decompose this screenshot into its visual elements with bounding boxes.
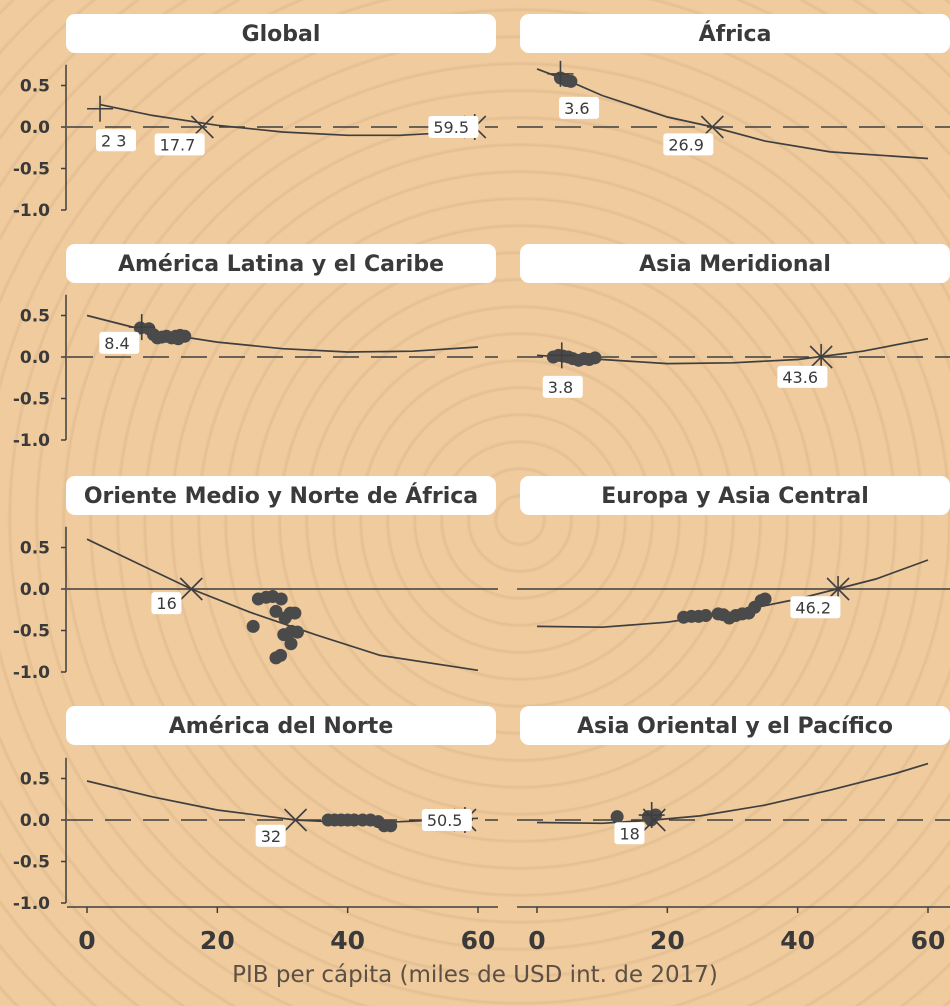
panel-title-strip — [520, 706, 950, 745]
panel-title-strip — [66, 244, 496, 283]
x-tick-label: 0 — [78, 926, 95, 955]
y-tick-label: -0.5 — [13, 390, 50, 410]
trend-curve — [86, 538, 479, 672]
panel-title: Global — [242, 22, 321, 47]
marker-label-box — [614, 822, 645, 845]
y-tick-label: -1.0 — [13, 894, 50, 914]
marker-label-box — [99, 331, 140, 354]
y-tick-label: -1.0 — [13, 663, 50, 683]
data-point — [290, 625, 304, 639]
x-tick-label: 60 — [911, 926, 946, 955]
marker-label-box — [542, 375, 583, 398]
marker-label-box — [96, 129, 137, 152]
panel-title-strip — [520, 244, 950, 283]
panel-title-strip — [66, 476, 496, 515]
y-tick-label: 0.5 — [20, 770, 50, 790]
panel-8: Asia Oriental y el Pacífico 18 0 20 40 60 — [517, 706, 950, 955]
y-tick-label: 0.0 — [20, 118, 50, 138]
marker-label: 8.4 — [104, 334, 129, 353]
panel-title: Asia Meridional — [639, 252, 831, 277]
data-point — [588, 351, 602, 365]
trend-curve — [86, 780, 479, 824]
x-tick-label: 40 — [330, 926, 365, 955]
x-tick-label: 0 — [528, 926, 545, 955]
marker-label-box — [790, 596, 841, 619]
x-axis-title: PIB per cápita (miles de USD int. de 201… — [232, 962, 718, 988]
y-tick-label: -0.5 — [13, 853, 50, 873]
marker-label: 26.9 — [668, 135, 704, 154]
y-tick-label: 0.0 — [20, 348, 50, 368]
marker-label: 59.5 — [433, 118, 469, 137]
marker-label: 46.2 — [795, 598, 831, 617]
panel-7: América del Norte 0.5 0.0 -0.5 -1.0 32 50.5 0 20… — [13, 706, 498, 955]
panel-5: Oriente Medio y Norte de África 0.5 0.0 -0.… — [13, 476, 498, 683]
data-point — [269, 651, 283, 665]
marker-label-box — [428, 116, 479, 138]
data-point — [384, 819, 398, 833]
marker-label: 17.7 — [160, 135, 196, 154]
panel-1: Global 0.5 0.0 -0.5 -1.0 2 3 17.7 59.5 — [13, 14, 498, 221]
x-tick-label: 20 — [200, 926, 235, 955]
panel-4: Asia Meridional 3.8 43.6 — [517, 244, 950, 398]
panel-title: América Latina y el Caribe — [118, 252, 444, 277]
panel-6: Europa y Asia Central 46.2 — [517, 476, 950, 629]
marker-label-box — [151, 592, 182, 615]
data-point — [274, 592, 288, 606]
x-tick-label: 40 — [780, 926, 815, 955]
x-marker-d2 — [283, 808, 308, 832]
marker-label-box — [421, 809, 472, 831]
trend-curve — [99, 103, 479, 137]
x-marker-d2 — [642, 808, 666, 832]
marker-label: 3.8 — [548, 378, 573, 397]
data-point — [758, 592, 772, 606]
data-point — [269, 604, 283, 618]
x-tick-label: 20 — [650, 926, 685, 955]
trend-curve — [536, 762, 929, 825]
data-point — [610, 810, 624, 824]
data-point — [699, 609, 713, 623]
marker-label: 50.5 — [427, 811, 463, 830]
marker-label-box — [663, 133, 714, 156]
y-tick-label: 0.5 — [20, 539, 50, 559]
y-tick-label: -1.0 — [13, 431, 50, 451]
marker-label: 3.6 — [564, 99, 589, 118]
panel-title-strip — [520, 14, 950, 53]
y-tick-label: -0.5 — [13, 622, 50, 642]
data-point — [288, 606, 302, 620]
y-tick-label: 0.0 — [20, 811, 50, 831]
y-tick-label: 0.5 — [20, 307, 50, 327]
panel-title-strip — [66, 14, 496, 53]
panel-title: África — [699, 21, 772, 47]
marker-label: 2 3 — [101, 131, 126, 150]
marker-label-box — [777, 365, 828, 388]
marker-label: 32 — [261, 827, 281, 846]
panel-title: Oriente Medio y Norte de África — [84, 483, 478, 509]
trend-curve — [536, 337, 929, 365]
marker-label: 16 — [156, 594, 176, 613]
star-marker-d2 — [809, 345, 833, 369]
panel-3: América Latina y el Caribe 0.5 0.0 -0.5 -1.0… — [13, 244, 498, 451]
y-tick-label: -1.0 — [13, 201, 50, 221]
marker-label: 18 — [619, 824, 639, 843]
data-point — [284, 637, 298, 651]
panel-title-strip — [66, 706, 496, 745]
panel-2: África 3.6 26.9 — [517, 14, 950, 160]
panel-title: América del Norte — [169, 714, 394, 739]
panel-title: Asia Oriental y el Pacífico — [577, 714, 893, 739]
data-point — [246, 619, 260, 633]
marker-label-box — [255, 824, 286, 847]
panel-title: Europa y Asia Central — [601, 484, 869, 509]
marker-label-box — [154, 133, 205, 156]
y-tick-label: 0.0 — [20, 580, 50, 600]
data-point — [564, 74, 578, 88]
y-tick-label: 0.5 — [20, 77, 50, 97]
marker-label: 43.6 — [782, 368, 818, 387]
x-marker-d2 — [179, 577, 203, 601]
data-point — [171, 332, 185, 346]
y-tick-label: -0.5 — [13, 160, 50, 180]
marker-label-box — [559, 96, 600, 119]
panel-title-strip — [520, 476, 950, 515]
x-tick-label: 60 — [461, 926, 496, 955]
